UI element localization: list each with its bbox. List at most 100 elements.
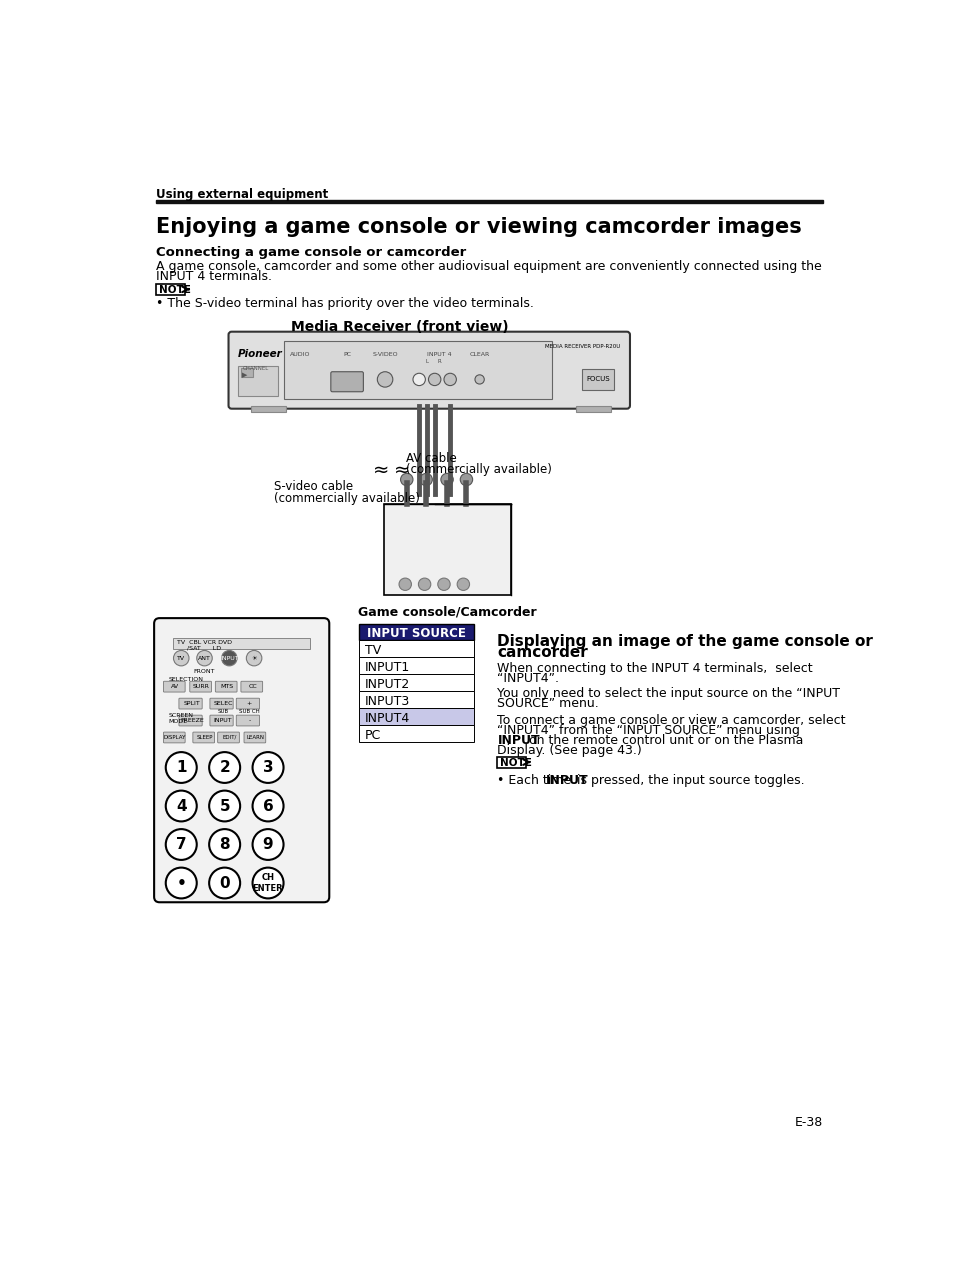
Text: is pressed, the input source toggles.: is pressed, the input source toggles. <box>573 774 804 788</box>
Circle shape <box>253 829 283 860</box>
FancyBboxPatch shape <box>236 698 259 709</box>
Text: SLEEP: SLEEP <box>196 735 213 740</box>
Text: ≈: ≈ <box>373 461 389 480</box>
Text: MEDIA RECEIVER PDP-R20U: MEDIA RECEIVER PDP-R20U <box>545 344 620 349</box>
FancyBboxPatch shape <box>163 732 185 742</box>
FancyBboxPatch shape <box>179 698 202 709</box>
Text: 4: 4 <box>175 798 187 813</box>
Text: (commercially available): (commercially available) <box>274 492 419 505</box>
Bar <box>383 504 511 595</box>
Text: To connect a game console or view a camcorder, select: To connect a game console or view a camc… <box>497 713 845 727</box>
Text: ANT: ANT <box>198 656 211 661</box>
Text: CC: CC <box>248 684 256 689</box>
Text: L: L <box>425 359 428 364</box>
Text: CLEAR: CLEAR <box>469 352 489 357</box>
Text: FRONT: FRONT <box>193 669 215 674</box>
Text: MTS: MTS <box>220 684 233 689</box>
Text: TV  CBL VCR DVD: TV CBL VCR DVD <box>176 640 232 645</box>
FancyBboxPatch shape <box>241 681 262 692</box>
Circle shape <box>166 868 196 898</box>
Text: Pioneer: Pioneer <box>237 349 282 359</box>
Circle shape <box>428 373 440 386</box>
Text: on the remote control unit or on the Plasma: on the remote control unit or on the Pla… <box>525 733 802 746</box>
Circle shape <box>440 473 453 486</box>
Text: E-38: E-38 <box>794 1117 822 1129</box>
Text: PC: PC <box>343 352 352 357</box>
Text: INPUT 4: INPUT 4 <box>427 352 451 357</box>
Text: PC: PC <box>365 728 381 742</box>
Bar <box>359 623 474 641</box>
Text: • Each time: • Each time <box>497 774 575 788</box>
Text: Media Receiver (front view): Media Receiver (front view) <box>291 320 508 334</box>
Text: INPUT1: INPUT1 <box>365 661 410 674</box>
Text: Enjoying a game console or viewing camcorder images: Enjoying a game console or viewing camco… <box>156 217 801 237</box>
Text: SURR: SURR <box>193 684 210 689</box>
Text: AV: AV <box>171 684 179 689</box>
FancyBboxPatch shape <box>210 716 233 726</box>
FancyBboxPatch shape <box>163 681 185 692</box>
Text: INPUT: INPUT <box>545 774 587 788</box>
Text: 9: 9 <box>262 838 274 851</box>
Bar <box>173 638 310 648</box>
Circle shape <box>443 373 456 386</box>
FancyBboxPatch shape <box>193 732 214 742</box>
Text: CH
ENTER: CH ENTER <box>253 873 283 892</box>
Circle shape <box>419 473 432 486</box>
Bar <box>237 365 278 396</box>
Text: •: • <box>176 876 186 891</box>
Bar <box>576 406 611 411</box>
Text: 0: 0 <box>219 876 230 891</box>
FancyBboxPatch shape <box>179 716 202 726</box>
Circle shape <box>253 753 283 783</box>
Text: AV cable: AV cable <box>406 452 456 464</box>
Bar <box>359 657 474 674</box>
Text: R: R <box>437 359 440 364</box>
Bar <box>359 692 474 708</box>
Bar <box>251 406 286 411</box>
Text: INPUT SOURCE: INPUT SOURCE <box>367 627 466 640</box>
Circle shape <box>377 372 393 387</box>
Text: TV: TV <box>365 645 381 657</box>
Text: INPUT: INPUT <box>497 733 539 746</box>
Circle shape <box>209 791 240 821</box>
Text: NOTE: NOTE <box>158 284 191 294</box>
FancyBboxPatch shape <box>229 331 629 409</box>
Text: LEARN: LEARN <box>247 735 264 740</box>
Bar <box>241 368 253 377</box>
Circle shape <box>209 753 240 783</box>
Text: FOCUS: FOCUS <box>586 377 609 382</box>
FancyBboxPatch shape <box>236 716 259 726</box>
Text: 3: 3 <box>262 760 274 775</box>
Circle shape <box>418 579 431 590</box>
Text: /SAT      LD: /SAT LD <box>176 646 220 651</box>
Bar <box>156 201 822 203</box>
Text: INPUT 4 terminals.: INPUT 4 terminals. <box>156 270 273 283</box>
Text: SELECTION: SELECTION <box>169 676 204 681</box>
Circle shape <box>413 373 425 386</box>
Text: EDIT/: EDIT/ <box>222 735 236 740</box>
Text: • The S-video terminal has priority over the video terminals.: • The S-video terminal has priority over… <box>156 297 534 310</box>
Text: camcorder: camcorder <box>497 645 588 660</box>
Text: MODE: MODE <box>169 720 188 725</box>
Text: INPUT: INPUT <box>220 656 238 661</box>
Text: CHANNEL: CHANNEL <box>242 365 269 371</box>
FancyBboxPatch shape <box>190 681 212 692</box>
Text: -: - <box>248 718 251 723</box>
FancyBboxPatch shape <box>154 618 329 902</box>
Text: 6: 6 <box>262 798 274 813</box>
Bar <box>359 708 474 725</box>
Bar <box>359 725 474 742</box>
Text: 2: 2 <box>219 760 230 775</box>
Text: INPUT2: INPUT2 <box>365 678 410 692</box>
Text: ▶: ▶ <box>242 372 248 378</box>
Text: SUB CH: SUB CH <box>239 709 259 714</box>
Circle shape <box>196 651 212 666</box>
Text: +: + <box>247 700 252 706</box>
FancyBboxPatch shape <box>217 732 239 742</box>
Bar <box>581 369 614 390</box>
Text: SELEC: SELEC <box>213 700 233 706</box>
Text: A game console, camcorder and some other audiovisual equipment are conveniently : A game console, camcorder and some other… <box>156 260 821 273</box>
Bar <box>359 674 474 692</box>
Circle shape <box>475 374 484 385</box>
Bar <box>359 641 474 657</box>
